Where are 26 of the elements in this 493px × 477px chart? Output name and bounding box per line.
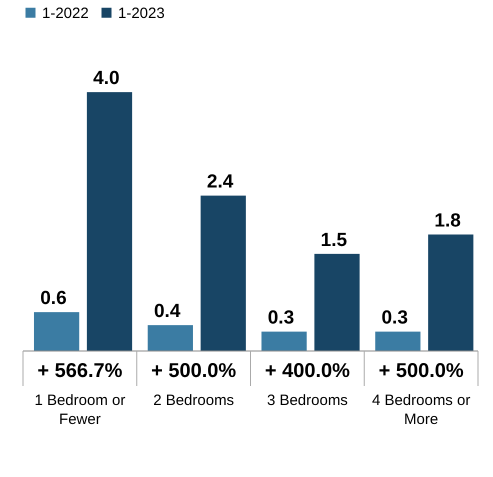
data-label: 0.6 <box>40 288 67 310</box>
data-label: 0.4 <box>154 301 181 322</box>
x-tick-label: 2 Bedrooms <box>153 392 234 409</box>
data-label: 1.8 <box>434 210 461 232</box>
x-tick-label: 1 Bedroom or Fewer <box>34 392 126 428</box>
data-label: 1.5 <box>320 230 348 251</box>
text: + 500.0% <box>378 360 464 382</box>
bar <box>261 332 307 351</box>
text: + 566.7% <box>37 360 123 382</box>
legend-label: 1-2023 <box>118 4 165 22</box>
bar <box>148 325 193 351</box>
text: + 500.0% <box>151 360 236 382</box>
x-tick-label: 3 Bedrooms <box>266 392 348 409</box>
bar <box>428 234 474 351</box>
bar <box>314 254 360 351</box>
data-label: 4.0 <box>93 68 120 90</box>
data-label: 2.4 <box>206 172 234 193</box>
bar <box>200 196 246 351</box>
x-tick-label: 4 Bedrooms or More <box>372 392 470 428</box>
data-label: 0.3 <box>381 308 408 329</box>
data-label: 0.3 <box>268 308 294 329</box>
text: + 400.0% <box>264 360 350 382</box>
legend-label: 1-2022 <box>42 4 89 22</box>
bar <box>375 332 420 351</box>
bar <box>34 312 80 351</box>
bar <box>86 92 132 351</box>
